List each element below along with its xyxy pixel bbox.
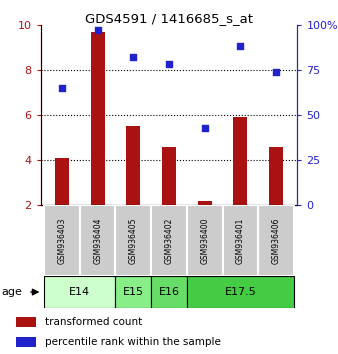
Bar [55, 158, 69, 205]
Text: GSM936405: GSM936405 [129, 217, 138, 264]
Bar [116, 205, 151, 276]
Text: transformed count: transformed count [45, 318, 142, 327]
Bar [162, 147, 176, 205]
Bar [116, 276, 151, 308]
Bar [17, 337, 35, 347]
Bar [222, 205, 258, 276]
Bar [269, 147, 283, 205]
Bar [44, 205, 80, 276]
Bar [44, 276, 116, 308]
Point [238, 44, 243, 49]
Text: GDS4591 / 1416685_s_at: GDS4591 / 1416685_s_at [85, 12, 253, 25]
Text: GSM936403: GSM936403 [57, 217, 67, 264]
Bar [258, 205, 294, 276]
Point [166, 62, 172, 67]
Text: GSM936401: GSM936401 [236, 217, 245, 264]
Point [95, 27, 100, 33]
Text: percentile rank within the sample: percentile rank within the sample [45, 337, 221, 347]
Bar [17, 318, 35, 327]
Text: E16: E16 [159, 287, 179, 297]
Bar [187, 276, 294, 308]
Text: age: age [2, 287, 23, 297]
Bar [91, 32, 105, 205]
Text: E17.5: E17.5 [224, 287, 256, 297]
Text: GSM936406: GSM936406 [271, 217, 281, 264]
Text: GSM936400: GSM936400 [200, 217, 209, 264]
Bar [197, 201, 212, 205]
Text: E15: E15 [123, 287, 144, 297]
Text: GSM936402: GSM936402 [165, 217, 173, 264]
Point [130, 55, 136, 60]
Bar [233, 117, 247, 205]
Point [202, 125, 208, 131]
Point [273, 69, 279, 75]
Point [59, 85, 65, 91]
Bar [187, 205, 222, 276]
Bar [151, 276, 187, 308]
Text: GSM936404: GSM936404 [93, 217, 102, 264]
Text: E14: E14 [69, 287, 90, 297]
Bar [151, 205, 187, 276]
Bar [126, 126, 141, 205]
Bar [80, 205, 116, 276]
